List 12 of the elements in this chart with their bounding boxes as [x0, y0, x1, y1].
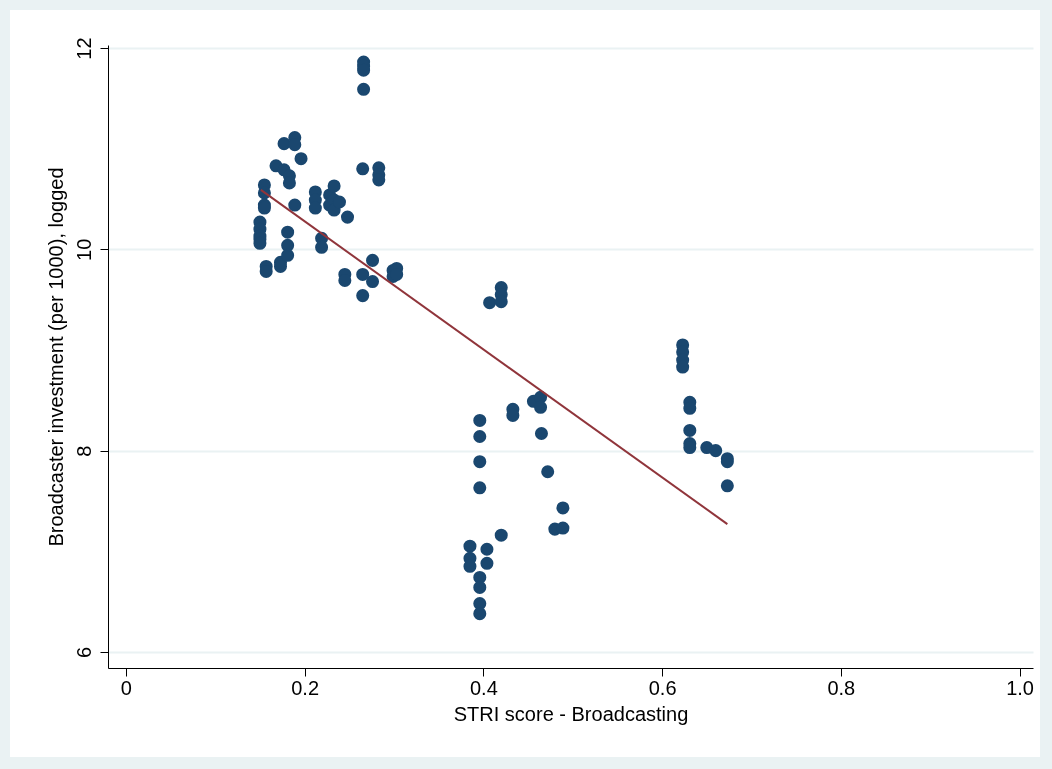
- x-tick-label: 0.4: [469, 676, 498, 699]
- x-axis-title: STRI score - Broadcasting: [453, 702, 689, 725]
- x-tick-label: 0.6: [648, 676, 677, 699]
- y-axis-title: Broadcaster investment (per 1000), logged: [44, 167, 67, 547]
- y-tick-label: 12: [72, 37, 95, 60]
- x-tick-label: 0.8: [827, 676, 856, 699]
- y-tick-label: 6: [72, 646, 95, 658]
- x-tick-label: 0.2: [291, 676, 320, 699]
- x-tick-label: 0: [120, 676, 132, 699]
- x-tick-label: 1.0: [1006, 676, 1034, 699]
- y-tick-label: 8: [72, 445, 95, 457]
- y-tick-label: 10: [72, 238, 95, 261]
